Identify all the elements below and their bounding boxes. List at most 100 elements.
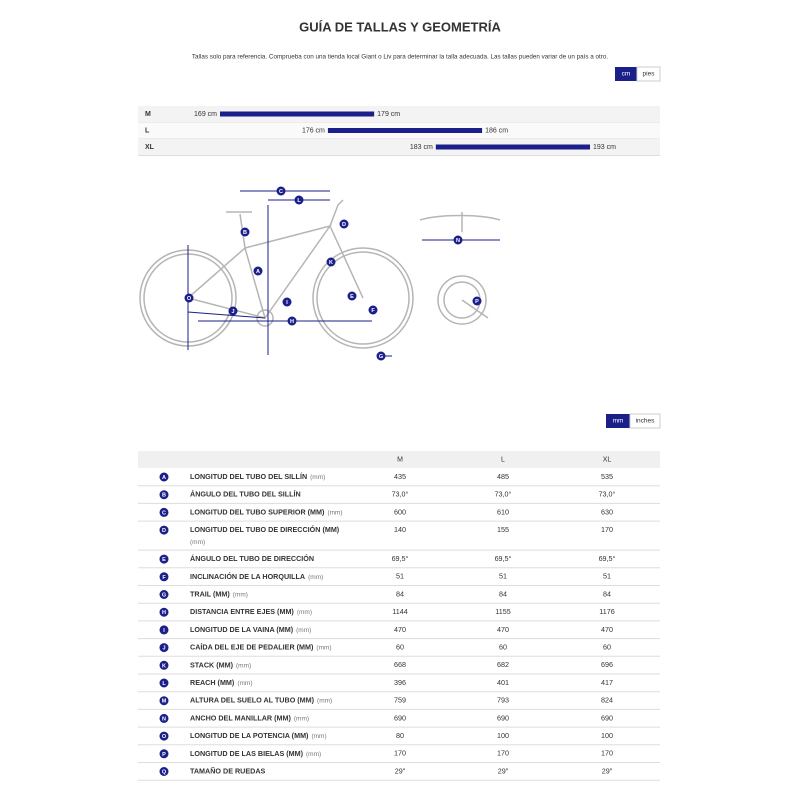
unit-toggle-active[interactable] [606,414,630,428]
column-header: M [397,456,403,463]
label-text: LONGITUD DE LA VAINA (MM) [190,625,294,634]
cell-value: 170 [601,525,613,534]
cell-value: 401 [497,678,509,687]
label-text: LONGITUD DE LA POTENCIA (MM) [190,731,309,740]
size-note: Tallas solo para referencia. Comprueba c… [192,54,608,61]
row-letter-badge [159,713,169,723]
cell-value: 170 [394,749,406,758]
diagram-letter: E [350,294,354,300]
label-text: LONGITUD DEL TUBO DE DIRECCIÓN (MM) [190,525,340,534]
cell-value: 696 [601,660,613,669]
table-header [138,451,660,468]
unit-option[interactable]: pies [643,71,656,78]
column-header: XL [603,456,612,463]
diagram-marker [347,291,357,301]
diagram-marker [339,219,349,229]
cell-value: 600 [394,507,406,516]
diagram-marker [368,305,378,315]
row-letter: F [162,575,166,581]
unit: (mm) [190,539,205,546]
cell-value: 84 [499,589,507,598]
diagram-marker [287,316,297,326]
unit: (mm) [308,574,323,581]
unit-option[interactable]: mm [613,418,624,425]
unit: (mm) [316,644,331,651]
row-letter-badge [159,554,169,564]
row-label: ALTURA DEL SUELO AL TUBO (MM) (mm) [190,696,332,705]
diagram-marker [240,227,250,237]
height-range-bar [327,128,483,133]
label-text: LONGITUD DEL TUBO SUPERIOR (MM) [190,507,325,516]
row-letter-badge [159,660,169,670]
unit-toggle[interactable] [629,413,661,429]
row-label: LONGITUD DE LA POTENCIA (MM) (mm) [190,731,327,740]
bike-drawing [139,199,501,349]
row-letter: Q [162,769,167,775]
diagram-letter: P [475,299,479,305]
size-label: L [145,127,150,134]
cell-value: 417 [601,678,613,687]
row-letter: P [162,752,166,758]
size-row [138,139,660,156]
unit-option[interactable]: cm [622,71,631,78]
row-letter-badge [159,767,169,776]
diagram-letter: O [187,296,192,302]
row-label: LONGITUD DEL TUBO DE DIRECCIÓN (MM) [190,525,340,534]
row-letter-badge [159,749,169,759]
diagram-letter: A [256,269,260,275]
cell-value: 630 [601,507,613,516]
cell-value: 470 [394,625,406,634]
row-letter-badge [159,643,169,653]
row-letter: L [162,681,166,687]
row-label: ÁNGULO DEL TUBO DE DIRECCIÓN [190,554,314,563]
unit: (mm) [233,591,248,598]
range-min-label: 176 cm [302,127,325,134]
cell-value: 610 [497,507,509,516]
row-letter: C [162,510,166,516]
row-letter: E [162,557,166,563]
cell-value: 60 [603,643,611,652]
cell-value: 80 [396,731,404,740]
row-letter-badge [159,678,169,688]
cell-value: 690 [394,713,406,722]
diagram-letter: C [279,189,283,195]
row-letter: M [162,699,167,705]
cell-value: 759 [394,696,406,705]
unit-toggle[interactable] [636,66,661,82]
cell-value: 1144 [392,607,407,616]
range-min-label: 169 cm [194,111,217,118]
row-letter-badge [159,490,169,500]
cell-value: 69,5° [599,554,616,563]
diagram-letter: J [231,309,234,315]
cell-value: 69,5° [495,554,512,563]
row-letter: B [162,493,166,499]
label-text: LONGITUD DEL TUBO DEL SILLÍN [190,472,307,481]
unit: (mm) [311,733,326,740]
row-letter: A [162,475,166,481]
label-text: LONGITUD DE LAS BIELAS (MM) [190,749,304,758]
unit: (mm) [297,609,312,616]
row-letter: I [163,628,165,634]
size-label: XL [145,144,155,151]
row-letter-badge [159,625,169,635]
cell-value: 73,0° [599,490,616,499]
unit: (mm) [310,474,325,481]
cell-value: 170 [497,749,509,758]
row-label: LONGITUD DEL TUBO SUPERIOR (MM) (mm) [190,507,343,516]
cell-value: 73,0° [495,490,512,499]
row-letter-badge [159,507,169,517]
row-letter-badge [159,696,169,706]
label-text: ALTURA DEL SUELO AL TUBO (MM) [190,696,315,705]
cell-value: 100 [497,731,509,740]
cell-value: 1176 [599,607,614,616]
diagram-letter: H [290,319,294,325]
unit-toggle-active[interactable] [615,67,637,81]
row-letter-badge [159,731,169,741]
row-letter: H [162,610,166,616]
cell-value: 60 [499,643,507,652]
unit-option[interactable]: inches [636,418,656,425]
cell-value: 69,5° [392,554,409,563]
diagram-marker [282,297,292,307]
row-letter-badge [159,472,169,482]
